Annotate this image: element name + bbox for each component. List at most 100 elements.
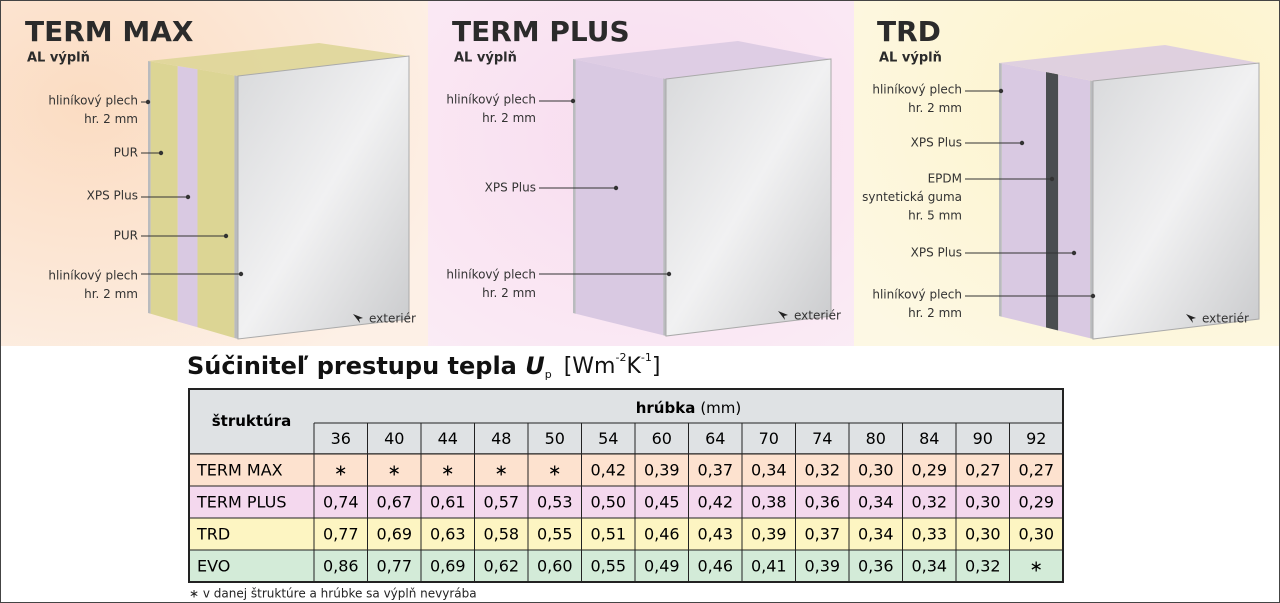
- top-face: [999, 45, 1259, 81]
- exterior-label: exteriér: [794, 309, 841, 323]
- panel-subtitle: AL výplň: [27, 51, 90, 66]
- cell: 0,37: [804, 525, 840, 544]
- cell: 0,34: [858, 525, 894, 544]
- leader-dot: [1019, 140, 1025, 146]
- cell: 0,29: [1018, 493, 1054, 512]
- layer: [197, 69, 235, 338]
- cell: 0,57: [483, 493, 519, 512]
- cell: 0,51: [590, 525, 626, 544]
- column-header: 80: [866, 429, 886, 448]
- cell: 0,49: [644, 557, 680, 576]
- layer: [999, 63, 1002, 317]
- cell: 0,53: [537, 493, 573, 512]
- cell: 0,37: [697, 461, 733, 480]
- layer: [148, 61, 151, 314]
- layer-label: PUR: [114, 146, 138, 160]
- cell: 0,39: [751, 525, 787, 544]
- header-bg: [188, 388, 1064, 455]
- cell: 0,55: [590, 557, 626, 576]
- layer: [1090, 80, 1093, 340]
- layer: [573, 59, 576, 314]
- cell: 0,32: [965, 557, 1001, 576]
- row-bg: [188, 485, 1064, 519]
- layer-label: hliníkový plech: [48, 94, 138, 108]
- row-bg: [188, 549, 1064, 583]
- column-header: 64: [705, 429, 725, 448]
- title-unit: K: [626, 354, 641, 379]
- cell: 0,55: [537, 525, 573, 544]
- cell: 0,34: [751, 461, 787, 480]
- layer-label: hliníkový plech: [48, 269, 138, 283]
- column-header: 50: [545, 429, 565, 448]
- leader-dot: [158, 150, 164, 156]
- column-header: 90: [973, 429, 993, 448]
- footnote: ∗ v danej štruktúre a hrúbke sa výplň ne…: [189, 587, 477, 601]
- cell: 0,77: [376, 557, 412, 576]
- cell: 0,29: [911, 461, 947, 480]
- layer-label: hr. 2 mm: [908, 101, 962, 115]
- leader-dot: [223, 233, 229, 239]
- layer: [150, 61, 178, 322]
- layer: [575, 59, 664, 336]
- cell: 0,69: [376, 525, 412, 544]
- front-face: [237, 55, 410, 340]
- cell: 0,42: [697, 493, 733, 512]
- leader-dot: [1090, 293, 1096, 299]
- cell: 0,62: [483, 557, 519, 576]
- cell: 0,30: [858, 461, 894, 480]
- cell: 0,69: [430, 557, 466, 576]
- cell: ∗: [388, 461, 401, 480]
- layer-label: hr. 2 mm: [482, 111, 536, 125]
- layer-label: hr. 2 mm: [84, 112, 138, 126]
- cell: 0,33: [911, 525, 947, 544]
- layer: [1058, 74, 1091, 339]
- cell: 0,41: [751, 557, 787, 576]
- cell: 0,46: [697, 557, 733, 576]
- row-header: TERM PLUS: [196, 493, 287, 512]
- leader-dot: [666, 271, 672, 277]
- cell: 0,36: [804, 493, 840, 512]
- cell: 0,58: [483, 525, 519, 544]
- title-subscript: p: [545, 368, 552, 381]
- layer-label: hr. 2 mm: [482, 286, 536, 300]
- group-header-text: hrúbka: [636, 399, 696, 417]
- layer-label: hr. 5 mm: [908, 209, 962, 223]
- layer-label: PUR: [114, 229, 138, 243]
- layer-label: EPDM: [928, 172, 962, 186]
- top-face: [573, 41, 831, 79]
- group-header-unit: (mm): [700, 399, 741, 417]
- row-header: TRD: [196, 525, 230, 544]
- column-header: 60: [652, 429, 672, 448]
- layer-label: XPS Plus: [485, 181, 536, 195]
- layer-label: hliníkový plech: [872, 83, 962, 97]
- column-header: 92: [1026, 429, 1046, 448]
- group-header: hrúbka (mm): [636, 399, 742, 417]
- cell: 0,74: [323, 493, 359, 512]
- column-header: 48: [491, 429, 511, 448]
- layer-label: hr. 2 mm: [84, 287, 138, 301]
- top-face: [148, 43, 409, 76]
- leader-dot: [613, 185, 619, 191]
- cell: 0,39: [804, 557, 840, 576]
- title-unit: ]: [652, 354, 661, 379]
- exterior-label: exteriér: [369, 312, 416, 326]
- column-header: 84: [919, 429, 939, 448]
- cell: 0,86: [323, 557, 359, 576]
- cell: 0,27: [1018, 461, 1054, 480]
- column-header: 54: [598, 429, 618, 448]
- layer-label: hliníkový plech: [446, 268, 536, 282]
- cell: 0,61: [430, 493, 466, 512]
- cell: ∗: [548, 461, 561, 480]
- cell: ∗: [334, 461, 347, 480]
- front-face: [1092, 62, 1260, 340]
- cell: 0,42: [590, 461, 626, 480]
- cell: 0,30: [1018, 525, 1054, 544]
- row-bg: [188, 453, 1064, 487]
- layer-label: syntetická guma: [862, 190, 962, 204]
- cell: 0,50: [590, 493, 626, 512]
- cell: 0,36: [858, 557, 894, 576]
- cell: 0,63: [430, 525, 466, 544]
- exterior-arrow: [778, 311, 788, 320]
